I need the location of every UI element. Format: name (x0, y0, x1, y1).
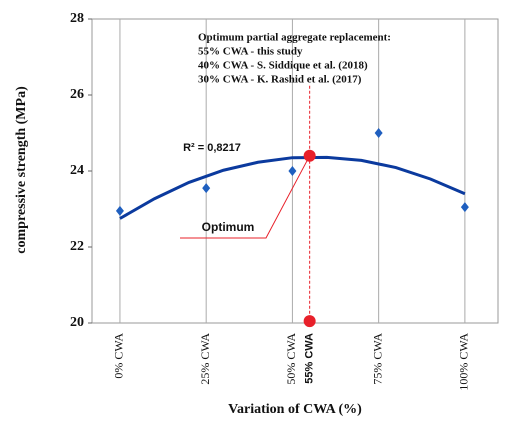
y-axis-label: compressive strength (MPa) (14, 86, 29, 254)
x-tick-label: 0% CWA (112, 333, 126, 379)
data-point (288, 166, 297, 176)
r2-label: R² = 0,8217 (183, 142, 241, 154)
y-tick-label: 26 (70, 87, 84, 102)
x-tick-label: 50% CWA (284, 333, 298, 385)
data-point (115, 205, 124, 216)
optimum-point (303, 315, 316, 328)
trend-line (119, 155, 466, 220)
y-tick-label: 22 (70, 239, 84, 254)
optimum-label: Optimum (202, 220, 255, 234)
optimum-pointer (180, 155, 311, 239)
x-tick-label: 25% CWA (198, 333, 212, 385)
y-tick-label: 24 (70, 163, 84, 178)
x-axis-label: Variation of CWA (%) (228, 402, 362, 417)
annotation-line: 40% CWA - S. Siddique et al. (2018) (198, 60, 368, 72)
annotation-line: 55% CWA - this study (198, 46, 303, 58)
optimum-tick-label: 55% CWA (304, 333, 316, 384)
annotation-line: Optimum partial aggregate replacement: (198, 32, 391, 44)
data-point (460, 202, 469, 213)
data-point (374, 128, 383, 138)
annotation-line: 30% CWA - K. Rashid et al. (2017) (198, 74, 362, 86)
y-tick-label: 20 (70, 315, 84, 330)
y-tick-label: 28 (70, 11, 84, 26)
x-tick-label: 75% CWA (370, 333, 384, 385)
x-tick-label: 100% CWA (457, 333, 471, 391)
data-point (202, 183, 211, 194)
